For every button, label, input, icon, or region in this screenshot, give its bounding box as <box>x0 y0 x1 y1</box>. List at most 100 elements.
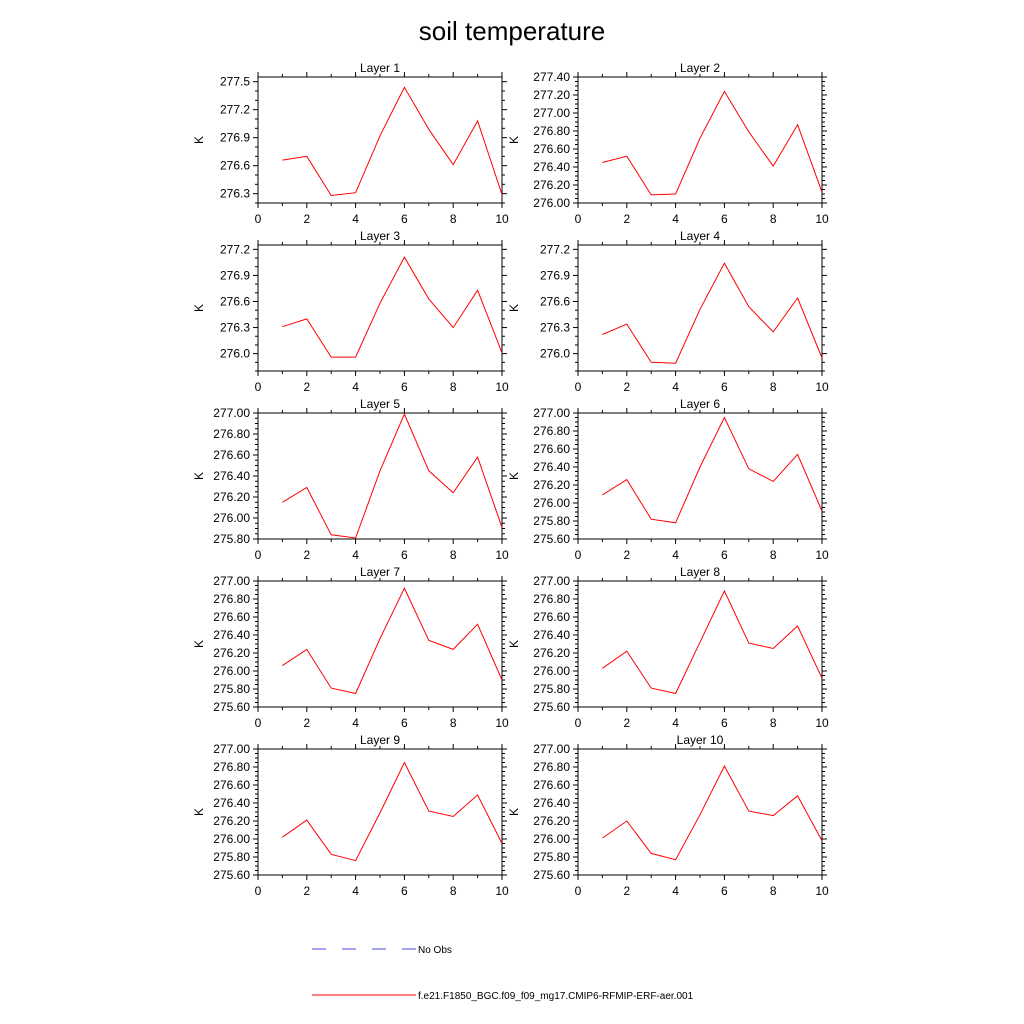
y-tick-label: 276.00 <box>533 496 570 510</box>
panel-title: Layer 1 <box>360 61 400 75</box>
x-tick-label: 8 <box>770 212 777 226</box>
y-tick-label: 276.40 <box>213 469 250 483</box>
y-axis-label: K <box>507 472 521 480</box>
y-tick-label: 276.20 <box>533 646 570 660</box>
y-tick-label: 276.6 <box>220 294 250 308</box>
y-tick-label: 276.00 <box>213 664 250 678</box>
y-tick-label: 276.6 <box>540 294 570 308</box>
panel-layer-10: Layer 10 0 2 4 6 8 10 275.60 275.80 276.00 276.20 2… <box>507 733 829 898</box>
y-tick-label: 276.20 <box>533 178 570 192</box>
x-tick-label: 4 <box>352 212 359 226</box>
series-line <box>602 416 823 524</box>
x-tick-label: 10 <box>495 380 509 394</box>
x-tick-label: 10 <box>815 716 829 730</box>
y-tick-label: 276.80 <box>213 760 250 774</box>
y-tick-label: 276.60 <box>213 448 250 462</box>
y-tick-label: 275.80 <box>533 850 570 864</box>
x-tick-label: 0 <box>575 884 582 898</box>
panel-layer-1: Layer 1 0 2 4 6 8 10 276.3 276.6 276.9 277.2 277.5 K <box>192 61 509 226</box>
plot-frame <box>257 580 503 708</box>
x-tick-label: 6 <box>401 884 408 898</box>
y-tick-label: 276.80 <box>213 592 250 606</box>
y-tick-label: 277.2 <box>540 242 570 256</box>
x-tick-label: 4 <box>672 212 679 226</box>
x-tick-label: 2 <box>303 380 310 394</box>
y-tick-label: 277.00 <box>533 574 570 588</box>
x-tick-label: 0 <box>575 548 582 562</box>
y-tick-label: 276.40 <box>213 628 250 642</box>
y-axis-label: K <box>507 640 521 648</box>
x-tick-label: 2 <box>303 716 310 730</box>
y-tick-label: 276.60 <box>533 142 570 156</box>
x-tick-label: 0 <box>575 212 582 226</box>
y-axis-label: K <box>192 808 206 816</box>
y-tick-label: 277.2 <box>220 242 250 256</box>
x-tick-label: 10 <box>495 212 509 226</box>
x-tick-label: 0 <box>255 212 262 226</box>
y-tick-label: 276.60 <box>533 610 570 624</box>
y-tick-label: 276.00 <box>533 664 570 678</box>
y-tick-label: 276.00 <box>213 832 250 846</box>
x-tick-label: 2 <box>623 380 630 394</box>
x-tick-label: 2 <box>303 212 310 226</box>
y-tick-label: 276.6 <box>220 159 250 173</box>
plot-frame <box>577 244 823 372</box>
y-tick-label: 276.80 <box>213 427 250 441</box>
x-tick-label: 6 <box>401 716 408 730</box>
legend-label-case: f.e21.F1850_BGC.f09_f09_mg17.CMIP6-RFMIP… <box>418 991 694 1002</box>
y-tick-label: 276.3 <box>220 187 250 201</box>
y-tick-label: 276.60 <box>213 778 250 792</box>
panels-group: Layer 10 2 4 6 8 10276.3276.6276.9277.2277.5K… <box>192 61 829 898</box>
y-tick-label: 276.80 <box>533 592 570 606</box>
series-line <box>282 256 503 358</box>
x-tick-label: 8 <box>450 884 457 898</box>
y-tick-label: 276.80 <box>533 424 570 438</box>
x-tick-label: 8 <box>450 212 457 226</box>
x-tick-label: 6 <box>401 380 408 394</box>
x-tick-label: 10 <box>815 884 829 898</box>
panel-title: Layer 3 <box>360 229 400 243</box>
x-tick-label: 6 <box>401 212 408 226</box>
y-tick-label: 275.60 <box>533 868 570 882</box>
x-tick-label: 2 <box>623 548 630 562</box>
panel-layer-6: Layer 6 0 2 4 6 8 10 275.60 275.80 276.00 276.20 27… <box>507 397 829 562</box>
plot-frame <box>257 76 503 204</box>
x-tick-label: 8 <box>450 380 457 394</box>
y-axis-label: K <box>507 136 521 144</box>
y-tick-label: 276.40 <box>533 160 570 174</box>
y-tick-label: 276.60 <box>213 610 250 624</box>
y-tick-label: 276.3 <box>220 321 250 335</box>
panel-layer-5: Layer 5 0 2 4 6 8 10 275.80 276.00 276.20 276.40 27… <box>192 397 509 562</box>
y-tick-label: 276.40 <box>533 460 570 474</box>
x-tick-label: 10 <box>495 884 509 898</box>
x-tick-label: 0 <box>255 884 262 898</box>
y-tick-label: 276.20 <box>533 478 570 492</box>
panel-layer-8: Layer 8 0 2 4 6 8 10 275.60 275.80 276.00 276.20 27… <box>507 565 829 730</box>
y-tick-label: 277.00 <box>213 574 250 588</box>
y-tick-label: 276.00 <box>533 196 570 210</box>
y-tick-label: 276.20 <box>213 646 250 660</box>
x-tick-label: 4 <box>672 548 679 562</box>
x-tick-label: 4 <box>672 380 679 394</box>
y-tick-label: 276.80 <box>533 760 570 774</box>
x-tick-label: 6 <box>721 716 728 730</box>
plot-frame <box>577 412 823 540</box>
panel-title: Layer 8 <box>680 565 720 579</box>
y-tick-label: 277.2 <box>220 103 250 117</box>
panel-title: Layer 2 <box>680 61 720 75</box>
x-tick-label: 8 <box>450 716 457 730</box>
plot-frame <box>257 412 503 540</box>
series-line <box>602 90 823 196</box>
series-line <box>282 761 503 862</box>
plot-frame <box>577 748 823 876</box>
x-tick-label: 8 <box>450 548 457 562</box>
y-axis-label: K <box>192 640 206 648</box>
plot-frame <box>577 580 823 708</box>
y-axis-label: K <box>507 808 521 816</box>
y-tick-label: 275.60 <box>213 868 250 882</box>
y-tick-label: 277.00 <box>533 406 570 420</box>
plot-frame <box>577 76 823 204</box>
x-tick-label: 0 <box>255 716 262 730</box>
x-tick-label: 4 <box>352 716 359 730</box>
